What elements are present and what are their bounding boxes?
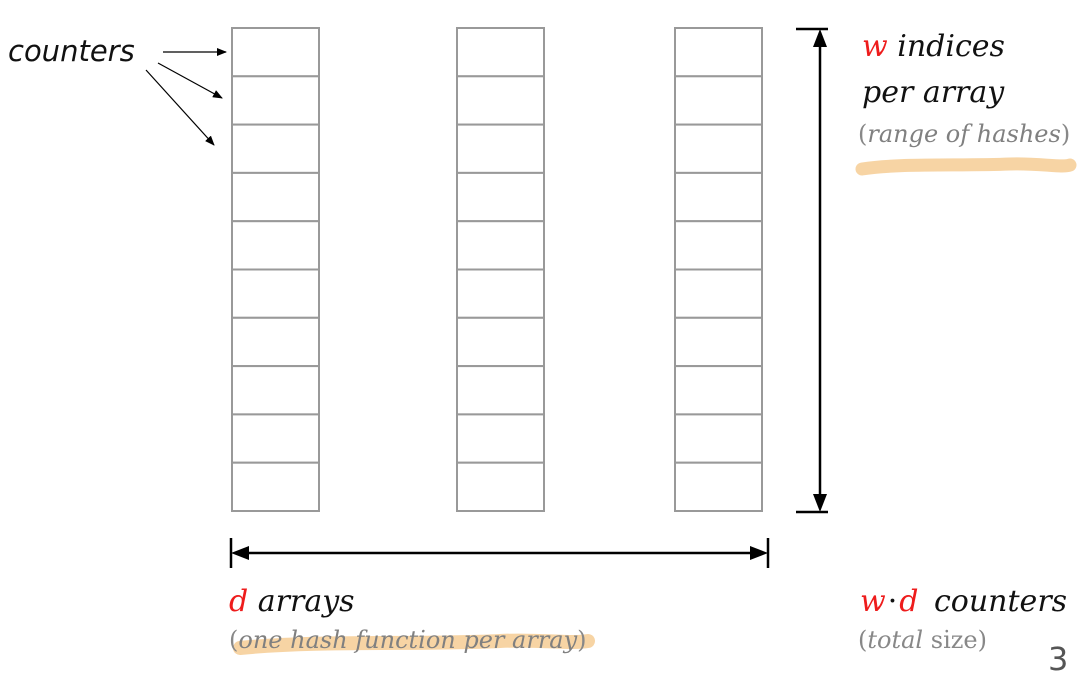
highlight-one-hash-function: [233, 633, 595, 655]
counters-label: counters: [8, 34, 135, 68]
d-label: d arrays: [229, 584, 355, 619]
d-note-close-paren: ): [577, 626, 587, 654]
d-symbol: d: [229, 584, 249, 619]
counter-cell: [674, 316, 763, 368]
total-label: w·d counters: [860, 584, 1067, 619]
counter-cell: [456, 316, 545, 368]
counter-cell: [231, 268, 320, 319]
d-note-open-paren: (: [229, 626, 239, 654]
w-dimension-arrowhead-up: [813, 29, 827, 47]
total-note: (total size): [858, 626, 987, 654]
d-label-text: arrays: [257, 584, 355, 619]
total-dot: ·: [887, 584, 898, 619]
counter-cell: [674, 413, 763, 464]
total-label-text: counters: [934, 584, 1068, 619]
counter-cell: [674, 220, 763, 271]
counter-cell: [456, 171, 545, 223]
counter-cell: [456, 461, 545, 513]
hash-array: [456, 27, 545, 513]
w-note-open-paren: (: [858, 120, 868, 148]
page-number: 3: [1048, 640, 1069, 678]
total-note-em: total: [867, 626, 924, 654]
counter-cell: [456, 123, 545, 174]
d-dimension-arrowhead-right: [750, 546, 768, 560]
highlight-range-of-hashes: [855, 157, 1077, 176]
counter-cell: [674, 171, 763, 223]
total-note-rest: size: [930, 626, 978, 654]
w-dimension-arrowhead-down: [813, 494, 827, 512]
w-label-text: indices: [897, 29, 1005, 64]
w-note-text: range of hashes: [867, 120, 1061, 148]
counter-cell: [231, 220, 320, 271]
counter-cell: [674, 27, 763, 78]
counter-cell: [674, 461, 763, 513]
counter-cell: [674, 365, 763, 416]
counter-cell: [231, 413, 320, 464]
w-note: (range of hashes): [858, 120, 1070, 148]
counter-cell: [456, 75, 545, 126]
w-symbol: w: [862, 29, 888, 64]
counter-cell: [231, 365, 320, 416]
counter-cell: [456, 413, 545, 464]
w-label-line2: per array: [862, 75, 1005, 110]
counter-cell: [231, 316, 320, 368]
counter-cell: [674, 123, 763, 174]
counter-cell: [456, 27, 545, 78]
total-note-open-paren: (: [858, 626, 868, 654]
counter-cell: [231, 123, 320, 174]
total-d-symbol: d: [899, 584, 919, 619]
counter-cell: [456, 365, 545, 416]
hash-array: [231, 27, 320, 513]
w-label: w indices: [862, 29, 1005, 64]
w-note-close-paren: ): [1060, 120, 1071, 148]
arrays-group: [231, 27, 763, 513]
counter-arrow-3: [145, 69, 215, 146]
counter-cell: [674, 75, 763, 126]
counter-cell: [456, 268, 545, 319]
counter-cell: [674, 268, 763, 319]
counter-cell: [231, 27, 320, 78]
d-note-text: one hash function per array: [238, 626, 578, 654]
total-note-close-paren: ): [977, 626, 987, 654]
counter-arrow-2: [157, 62, 223, 99]
d-dimension-arrowhead-left: [231, 546, 249, 560]
counter-cell: [456, 220, 545, 271]
counter-cell: [231, 461, 320, 513]
counter-cell: [231, 75, 320, 126]
hash-array: [674, 27, 763, 513]
d-note: (one hash function per array): [229, 626, 587, 654]
counter-cell: [231, 171, 320, 223]
total-w-symbol: w: [860, 584, 886, 619]
